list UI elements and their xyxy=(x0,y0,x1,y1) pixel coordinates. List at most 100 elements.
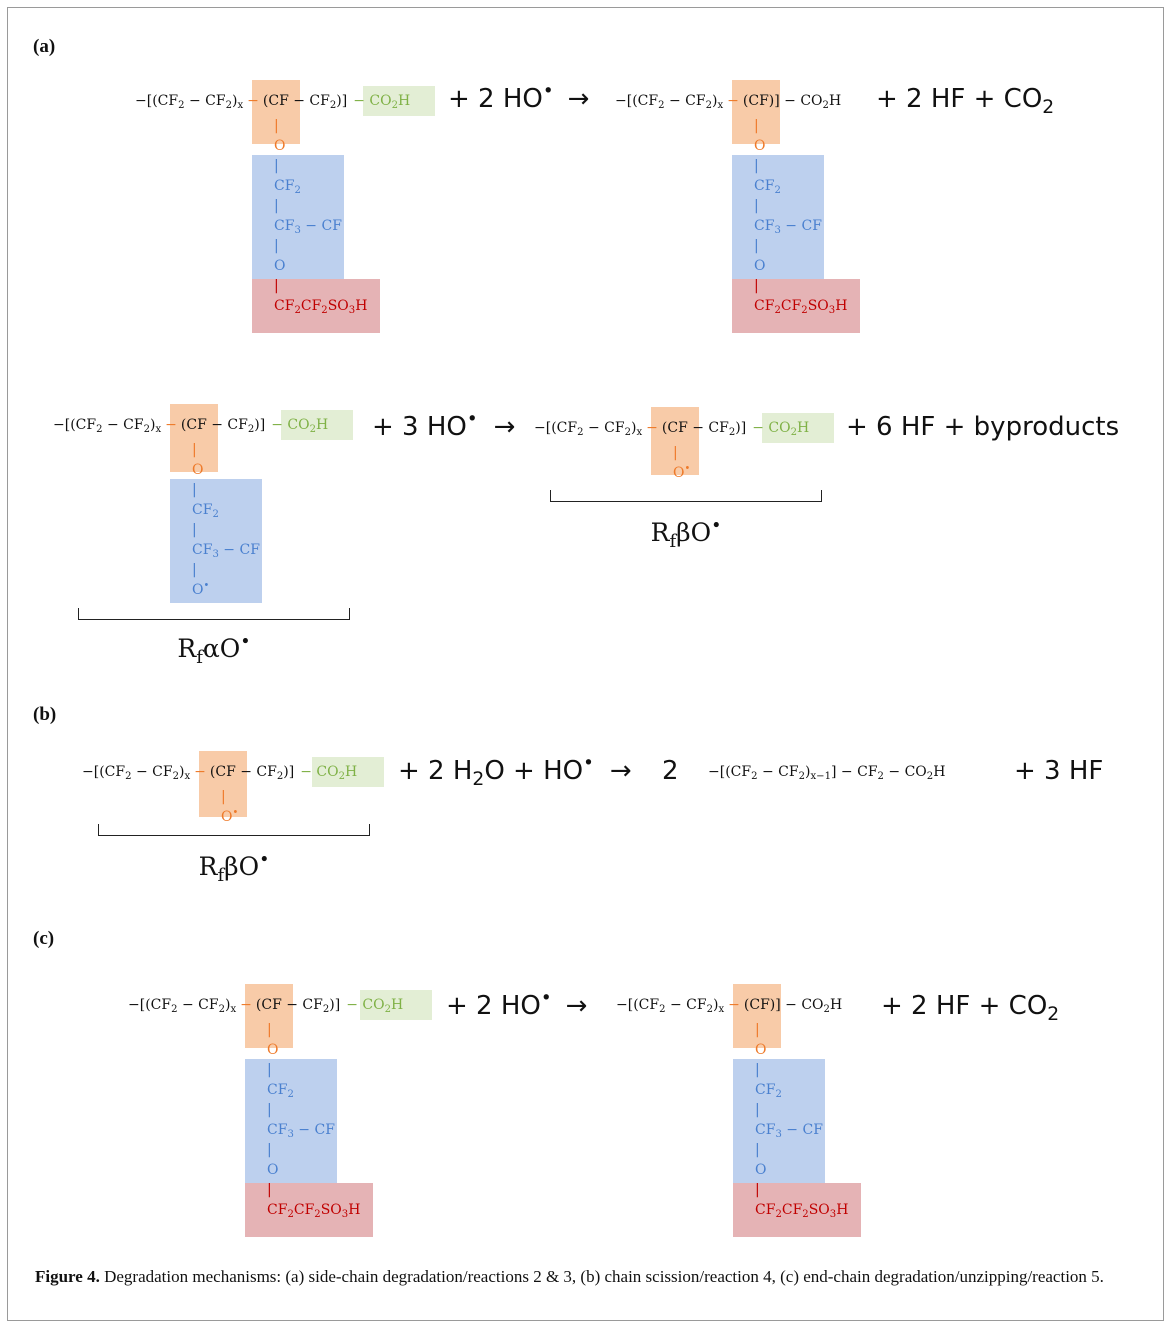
s3: 2 xyxy=(877,771,884,783)
ma2l-bb-br: )] xyxy=(254,417,266,433)
sub3: 3 xyxy=(829,1209,837,1221)
mbl-oxygen-1: O• xyxy=(221,807,238,827)
mcl-bb-dash: − xyxy=(240,997,252,1013)
ma1r-cf3cf: CF3 − CF xyxy=(754,216,847,236)
ma1r-bb-c: ) xyxy=(712,93,718,109)
mbl-oxygen-1-t: O xyxy=(221,809,233,825)
mcr-cf2-t: CF xyxy=(755,1082,776,1098)
r: R xyxy=(198,852,218,881)
ma1l-bb-sub: 2 xyxy=(178,100,185,112)
ma2r-side-chain: | O• xyxy=(673,443,690,483)
r: R xyxy=(177,634,197,663)
mcl-green-box xyxy=(360,990,432,1020)
ma1l-orange-box xyxy=(252,80,300,144)
d: H xyxy=(348,1202,361,1218)
ma1l-bb-c: ) xyxy=(232,93,238,109)
a2-reagent-2: → xyxy=(493,412,516,442)
ma2l-bb-sub2: 2 xyxy=(143,424,150,436)
mcr-bb-sub: 2 xyxy=(659,1004,666,1016)
mcr-oxygen-2-t: O xyxy=(755,1162,767,1178)
b-products: + 3 HF xyxy=(1014,758,1103,784)
ma1l-green-box xyxy=(363,86,435,116)
ma1r-oxygen-1: O xyxy=(754,136,847,156)
b: CF xyxy=(293,1202,315,1218)
ma2l-side-chain: | O | CF2 | CF3 − CF | O• xyxy=(192,440,260,600)
ma1r-oxygen-2: O xyxy=(754,256,847,276)
mbl-orange-box xyxy=(199,751,247,817)
s: 2 xyxy=(775,1089,782,1101)
ma2l-bond-4-t: | xyxy=(192,562,197,578)
s1: 2 xyxy=(775,1209,782,1221)
b-reagent-3: • xyxy=(583,753,594,774)
ma1r-bb-x: x xyxy=(717,100,724,112)
ma1r-bb-b: − CF xyxy=(664,93,706,109)
ma1r-bb-tail: ] − CO xyxy=(774,93,823,109)
ma1l-co-h: H xyxy=(398,93,411,109)
mcl-cf3cf-t: CF xyxy=(267,1122,288,1138)
ma2r-bb-sub: 2 xyxy=(577,427,584,439)
ma2r-bb-b: − CF xyxy=(583,420,625,436)
s: 3 xyxy=(287,1129,294,1141)
mcr-oxygen-2: O xyxy=(755,1160,848,1180)
mcl-bond-4: | xyxy=(267,1140,360,1160)
ma1r-bb-dash: − xyxy=(727,93,739,109)
mcr-bb-dash: − xyxy=(728,997,740,1013)
mcr-bb-b: − CF xyxy=(665,997,707,1013)
s1: 2 xyxy=(294,305,301,317)
mcr-bond-5: | xyxy=(755,1180,848,1200)
mcl-bond-5-t: | xyxy=(267,1182,272,1198)
ma1r-cf3cf-t: CF xyxy=(754,218,775,234)
ma2l-oxygen-1-t: O xyxy=(192,462,204,478)
ma1r-bond-5-t: | xyxy=(754,278,759,294)
mcl-red-box xyxy=(245,1183,373,1237)
f: f xyxy=(217,864,225,886)
ma1r-backbone: −[(CF2 − CF2)x − (CF)] − CO2H xyxy=(615,93,841,112)
mcl-bb-b: − CF xyxy=(177,997,219,1013)
ma2r-carboxyl: − CO2H xyxy=(752,420,809,438)
d: H xyxy=(836,1202,849,1218)
bracket-alpha xyxy=(78,608,350,620)
ma1l-co-a: − CO xyxy=(353,93,392,109)
mcl-co-h: H xyxy=(391,997,404,1013)
ma2l-bb-dash: − xyxy=(165,417,177,433)
mcr-bond-2: | xyxy=(755,1060,848,1080)
mbl-backbone: −[(CF2 − CF2)x − (CF − CF2)] − CO2H xyxy=(82,764,357,783)
sub3: 3 xyxy=(348,305,356,317)
ma1l-bb-br: )] xyxy=(336,93,348,109)
mcl-carboxyl: − CO2H xyxy=(346,997,404,1015)
mbl-bb-x: x xyxy=(184,771,191,783)
ma1l-bb-a: −[(CF xyxy=(135,93,179,109)
b-reagent-2: O + HO xyxy=(484,756,584,786)
ma2l-cf2-t: CF xyxy=(192,502,213,518)
c-reagent: + 2 HO• → xyxy=(446,989,588,1021)
ma2l-backbone: −[(CF2 − CF2)x − (CF − CF2)] − CO2H xyxy=(53,417,329,436)
mcl-bb-sub2: 2 xyxy=(218,1004,225,1016)
mcr-bb-a: −[(CF xyxy=(616,997,660,1013)
label-rf-beta-a2: RfβO• xyxy=(550,518,822,551)
c: SO xyxy=(808,1202,830,1218)
c-reagent-2: → xyxy=(565,991,588,1021)
ma1r-bond-1: | xyxy=(754,116,847,136)
s: 3 xyxy=(775,1129,782,1141)
mcr-oxygen-1: O xyxy=(755,1040,848,1060)
s2: 2 xyxy=(314,1209,321,1221)
mcl-oxygen-2: O xyxy=(267,1160,360,1180)
mcr-bb-cf: (CF) xyxy=(743,997,776,1013)
mcl-oxygen-2-t: O xyxy=(267,1162,279,1178)
mcr-cf2: CF2 xyxy=(755,1080,848,1100)
mcl-bb-a: −[(CF xyxy=(128,997,172,1013)
a1-reagent: + 2 HO• → xyxy=(448,82,589,112)
ma2l-co-sub: 2 xyxy=(309,424,316,436)
t: − CF xyxy=(300,218,342,234)
s2: 2 xyxy=(801,305,808,317)
ma2r-bond-1-t: | xyxy=(673,445,678,461)
dot: • xyxy=(240,632,251,653)
mbl-bb-sub: 2 xyxy=(125,771,132,783)
ma1l-oxygen-2: O xyxy=(274,256,367,276)
ma1r-bond-2-t: | xyxy=(754,158,759,174)
s: 3 xyxy=(294,225,301,237)
mbl-bb-c: ) xyxy=(179,764,185,780)
mcl-bond-1: | xyxy=(267,1020,360,1040)
ma2l-co-h: H xyxy=(316,417,329,433)
mcl-sulfonic-t: CF xyxy=(267,1202,288,1218)
